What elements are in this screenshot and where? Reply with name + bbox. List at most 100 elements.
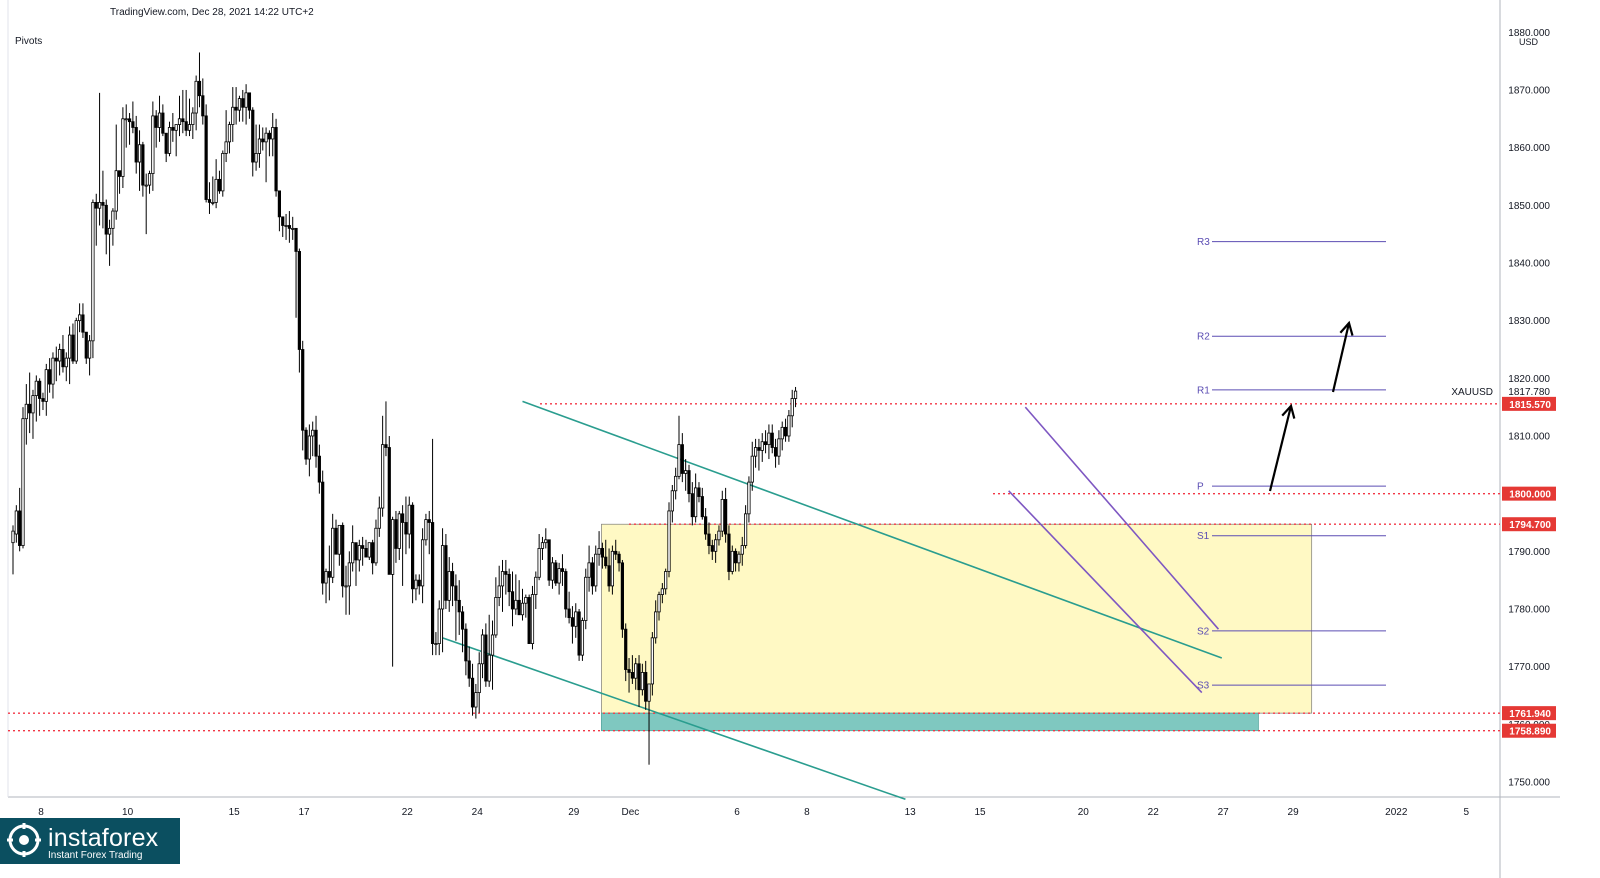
candle-body xyxy=(221,152,225,192)
candle-body xyxy=(281,216,285,226)
candle-body xyxy=(527,597,531,644)
candle-body xyxy=(377,507,381,529)
candle-body xyxy=(87,340,92,359)
time-tick-label: 15 xyxy=(974,807,986,818)
candle-body xyxy=(587,562,591,578)
time-tick-label: 5 xyxy=(1463,807,1469,818)
time-tick-label: 27 xyxy=(1218,807,1230,818)
candle-body xyxy=(324,571,328,584)
level-badge-text-1758.890: 1758.890 xyxy=(1509,727,1551,738)
time-tick-label: 24 xyxy=(472,807,484,818)
pivots-indicator-label[interactable]: Pivots xyxy=(15,36,43,47)
candle-body xyxy=(311,429,315,437)
candle-body xyxy=(284,225,288,227)
trendline-2 xyxy=(442,637,906,801)
candle-body xyxy=(454,585,458,601)
candle-body xyxy=(217,178,222,192)
candle-body xyxy=(224,141,228,154)
candle-body xyxy=(374,527,378,564)
time-tick-label: 8 xyxy=(804,807,810,818)
candle-body xyxy=(547,539,551,581)
candle-body xyxy=(674,475,678,492)
candle-body xyxy=(467,660,471,679)
candle-body xyxy=(327,571,331,578)
candle-body xyxy=(610,550,615,587)
time-tick-label: 8 xyxy=(38,807,44,818)
candle-body xyxy=(14,510,18,535)
candle-body xyxy=(204,115,208,200)
level-badge-1800.000 xyxy=(1502,486,1556,501)
candle-body xyxy=(420,539,425,587)
level-badge-text-1794.700: 1794.700 xyxy=(1509,520,1551,531)
candle-body xyxy=(11,530,15,544)
candle-body xyxy=(580,620,585,656)
last-price-label: 1817.780 xyxy=(1508,387,1550,398)
pivot-label-S2: S2 xyxy=(1197,626,1210,637)
candle-body xyxy=(331,527,335,578)
candle-body xyxy=(484,634,488,682)
candle-body xyxy=(237,98,242,111)
time-tick-label: 22 xyxy=(402,807,414,818)
candle-body xyxy=(307,435,311,460)
candle-body xyxy=(231,106,235,125)
candle-body xyxy=(520,602,525,616)
candle-body xyxy=(667,510,671,572)
candle-body xyxy=(740,545,744,555)
time-tick-label: Dec xyxy=(622,807,640,818)
candle-body xyxy=(417,579,421,587)
candle-body xyxy=(321,481,325,584)
candle-body xyxy=(81,314,85,333)
candle-body xyxy=(460,611,465,630)
candle-body xyxy=(317,455,321,483)
candle-body xyxy=(111,210,115,229)
candle-body xyxy=(344,585,348,588)
candle-body xyxy=(444,545,448,601)
candle-body xyxy=(357,545,361,561)
candle-body xyxy=(544,539,548,544)
level-badge-1794.700 xyxy=(1502,517,1556,532)
candle-body xyxy=(394,519,398,549)
candle-body xyxy=(167,127,172,154)
level-badge-text-1761.940: 1761.940 xyxy=(1509,709,1551,720)
candle-body xyxy=(504,571,508,575)
candle-body xyxy=(630,672,634,679)
candle-body xyxy=(424,519,428,541)
candle-body xyxy=(434,643,438,645)
candle-body xyxy=(747,481,751,515)
candle-body xyxy=(207,199,212,203)
candle-body xyxy=(720,499,724,532)
projection-arrow-1-head xyxy=(1281,403,1296,419)
candle-body xyxy=(247,92,252,111)
candle-body xyxy=(24,403,28,420)
candle-body xyxy=(287,225,291,229)
pivot-label-P: P xyxy=(1197,482,1204,493)
candle-body xyxy=(351,542,355,564)
candle-body xyxy=(294,227,298,252)
candle-body xyxy=(144,184,148,187)
candle-body xyxy=(440,545,445,610)
candle-body xyxy=(227,124,232,143)
candle-body xyxy=(534,576,538,595)
candle-body xyxy=(577,611,581,656)
pivot-label-S3: S3 xyxy=(1197,681,1210,692)
candle-body xyxy=(337,524,341,555)
candle-body xyxy=(114,170,118,212)
candle-body xyxy=(550,562,555,581)
candle-body xyxy=(48,369,52,385)
candle-body xyxy=(777,438,781,457)
candle-body xyxy=(570,617,575,627)
candle-body xyxy=(404,522,408,535)
candle-body xyxy=(714,539,718,552)
trendline-3 xyxy=(1024,406,1220,630)
candle-body xyxy=(68,334,72,359)
pivot-label-S1: S1 xyxy=(1197,531,1210,542)
price-tick-label: 1840.000 xyxy=(1508,258,1550,269)
level-badge-text-1815.570: 1815.570 xyxy=(1509,400,1551,411)
price-tick-label: 1770.000 xyxy=(1508,662,1550,673)
candle-body xyxy=(78,314,82,322)
candle-body xyxy=(567,608,571,619)
candle-body xyxy=(680,444,684,474)
candle-body xyxy=(773,447,778,457)
candle-body xyxy=(121,118,125,177)
